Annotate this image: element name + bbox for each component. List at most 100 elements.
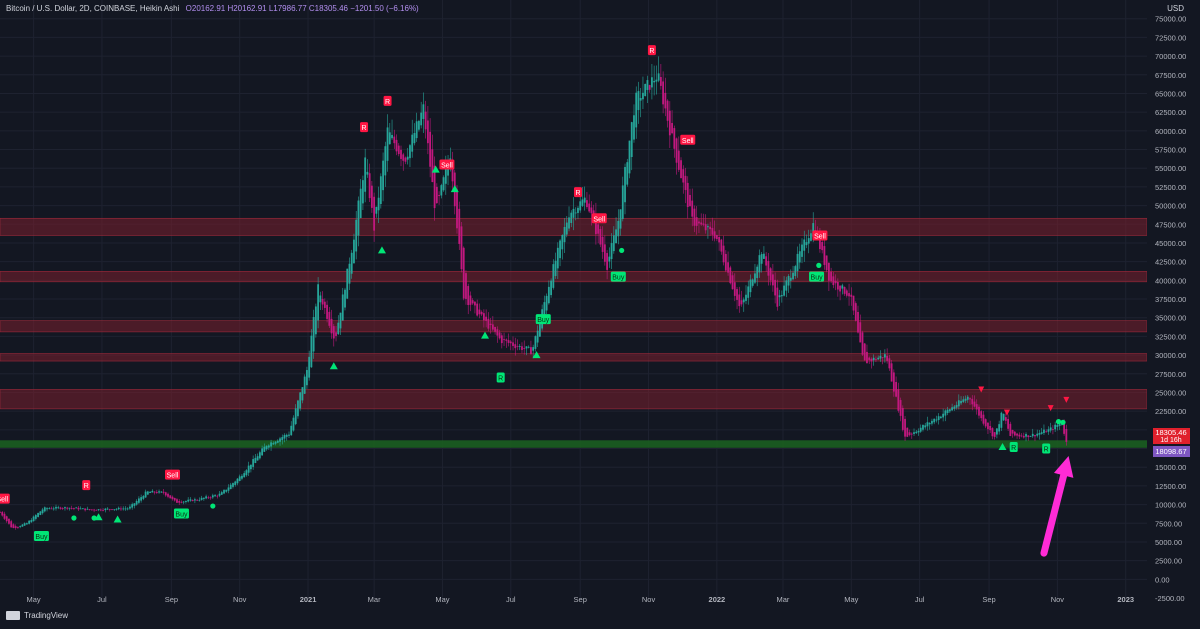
candle-body	[839, 285, 841, 292]
candle-body	[644, 83, 647, 97]
candle-body	[610, 243, 613, 260]
candle-body	[37, 512, 39, 517]
candle-body	[104, 508, 107, 511]
time-tick-label: Nov	[1051, 595, 1065, 604]
candle-body	[718, 236, 721, 243]
candle-body	[538, 320, 541, 337]
candle-body	[971, 398, 974, 405]
signal-label-bg	[360, 122, 369, 133]
candle-body	[274, 441, 277, 444]
candle-body	[232, 483, 234, 487]
candle-body	[223, 490, 225, 494]
candle-body	[662, 81, 665, 105]
candle-body	[252, 459, 255, 467]
candle-body	[655, 79, 658, 82]
candle-body	[866, 351, 868, 364]
signal-triangle-up	[481, 331, 490, 339]
candle-body	[924, 425, 927, 428]
candle-body	[771, 274, 774, 286]
candle-body	[713, 231, 716, 239]
resistance-zone	[0, 353, 1148, 362]
candle-body	[928, 422, 931, 425]
arrow-head	[1053, 455, 1074, 478]
candle-body	[615, 229, 617, 244]
candle-body	[796, 253, 799, 272]
candle-body	[747, 286, 750, 298]
price-tick-label: 15000.00	[1155, 463, 1186, 472]
candle-body	[485, 316, 488, 321]
candle-body	[500, 335, 503, 344]
price-axis[interactable]: 0.00 2500.00 5000.00 7500.00 10000.00 12500.0…	[1147, 0, 1200, 624]
candle-body	[642, 92, 644, 100]
candle-body	[332, 326, 335, 339]
time-tick-label: Sep	[574, 595, 587, 604]
candle-body	[440, 185, 443, 196]
pink-arrow-annotation	[1040, 455, 1074, 557]
candle-body	[996, 428, 998, 435]
candle-body	[113, 509, 116, 511]
candle-body	[843, 286, 846, 294]
resistance-zone	[0, 320, 1148, 333]
candle-body	[341, 294, 344, 321]
candle-body	[975, 404, 978, 410]
candle-body	[393, 136, 396, 144]
signal-triangle-up	[998, 443, 1007, 451]
signal-label: Sell	[593, 216, 605, 223]
candle-body	[648, 85, 651, 90]
candle-body	[250, 464, 252, 470]
candle-body	[108, 509, 111, 510]
time-tick-label: May	[435, 595, 449, 604]
candle-body	[21, 524, 24, 527]
price-tick-label: -2500.00	[1155, 594, 1185, 603]
candle-body	[834, 280, 837, 284]
candle-body	[738, 294, 741, 307]
price-tick-label: 40000.00	[1155, 276, 1186, 285]
candle-body	[850, 294, 853, 297]
tradingview-branding[interactable]: TradingView	[6, 611, 68, 620]
candle-body	[124, 508, 127, 510]
candle-body	[702, 223, 705, 225]
candle-body	[908, 432, 911, 436]
candle-body	[1018, 434, 1021, 437]
candle-body	[339, 312, 342, 329]
candle-body	[319, 295, 322, 303]
candle-body	[335, 332, 337, 336]
candle-body	[418, 120, 420, 130]
price-tags: 18305.46 1d 16h 18098.67	[1153, 428, 1190, 457]
time-axis[interactable]: May Jul Sep Nov 2021 Mar May Jul Sep Nov 2022 Mar Ma…	[27, 595, 1135, 604]
candle-body	[736, 289, 738, 300]
candle-body	[312, 317, 315, 352]
candle-body	[1011, 429, 1014, 434]
candle-body	[565, 222, 568, 235]
candle-body	[503, 339, 505, 341]
currency-label: USD	[1167, 4, 1184, 13]
support-zone	[0, 440, 1147, 448]
candle-body	[482, 313, 485, 321]
signal-label-bg	[173, 508, 189, 519]
candle-body	[433, 165, 436, 209]
price-tick-label: 27500.00	[1155, 370, 1186, 379]
candle-body	[10, 521, 13, 528]
candle-body	[43, 507, 46, 512]
signal-triangle-down	[1003, 409, 1010, 416]
candle-body	[523, 348, 526, 349]
price-tick-label: 5000.00	[1155, 538, 1182, 547]
candle-body	[66, 507, 69, 509]
candle-body	[169, 495, 172, 499]
candle-body	[469, 295, 472, 305]
signal-triangle-up	[532, 351, 541, 359]
signal-label-bg	[164, 469, 180, 480]
candle-body	[778, 295, 781, 298]
last-price-tag: 18305.46	[1155, 428, 1186, 437]
candle-body	[724, 253, 727, 271]
candle-body	[1, 512, 4, 516]
candle-body	[993, 432, 996, 437]
signal-label-bg	[809, 271, 825, 282]
candle-body	[90, 509, 93, 511]
price-tick-label: 60000.00	[1155, 127, 1186, 136]
candle-body	[827, 262, 830, 281]
candle-body	[756, 266, 759, 279]
candle-body	[711, 227, 714, 235]
